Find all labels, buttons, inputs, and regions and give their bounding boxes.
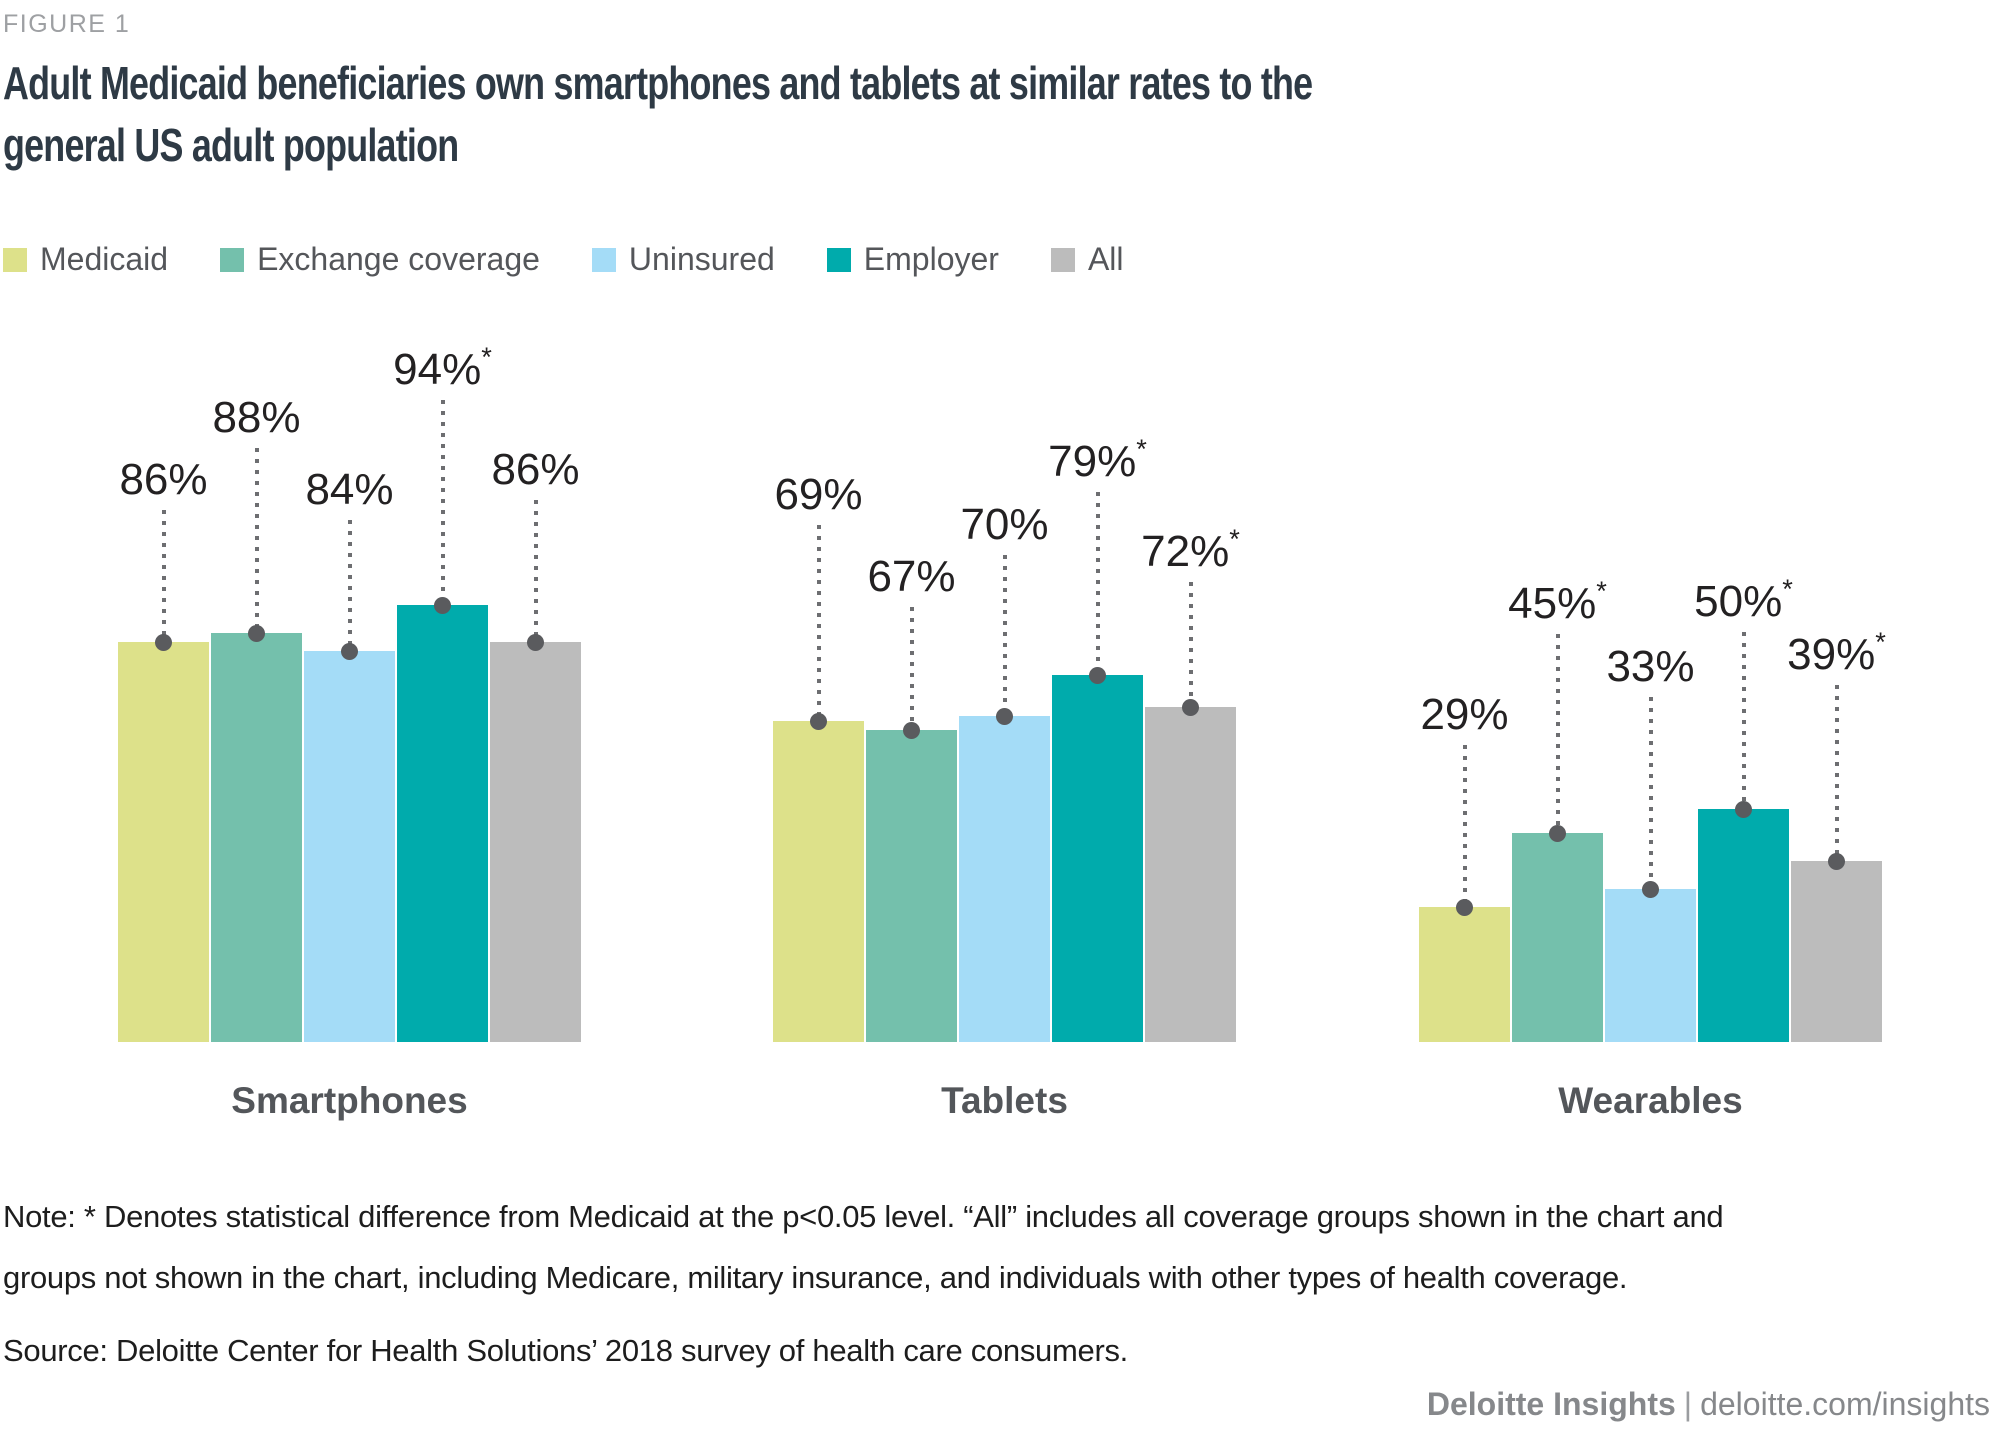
bar-top-dot bbox=[1828, 852, 1845, 870]
bar-wearables-all bbox=[1791, 861, 1882, 1042]
bar-value-label: 45%* bbox=[1508, 575, 1607, 628]
note-text: Note: * Denotes statistical difference f… bbox=[3, 1186, 1724, 1308]
footer-brand: Deloitte Insights bbox=[1426, 1386, 1676, 1422]
category-label-tablets: Tablets bbox=[941, 1080, 1068, 1121]
bar-smartphones-uninsured bbox=[304, 651, 395, 1042]
legend-label: Medicaid bbox=[40, 241, 169, 277]
bar-smartphones-medicaid bbox=[118, 642, 209, 1042]
bar-value-label: 39%* bbox=[1787, 626, 1886, 679]
legend-swatch-icon bbox=[591, 247, 616, 272]
significance-star: * bbox=[1136, 433, 1147, 465]
legend-swatch-icon bbox=[826, 247, 851, 272]
footer-separator: | bbox=[1683, 1386, 1693, 1422]
footer-link[interactable]: deloitte.com/insights bbox=[1700, 1386, 1990, 1422]
bar-value-label: 94%* bbox=[393, 341, 492, 394]
legend-label: Employer bbox=[863, 241, 999, 277]
leader-line bbox=[1648, 697, 1653, 883]
leader-line bbox=[1002, 555, 1007, 710]
bar-value-label: 29% bbox=[1420, 690, 1509, 739]
bar-wearables-uninsured bbox=[1605, 889, 1696, 1042]
bar-smartphones-employer bbox=[397, 605, 488, 1042]
legend-label: All bbox=[1087, 241, 1124, 277]
figure-label: FIGURE 1 bbox=[3, 10, 131, 38]
bar-tablets-uninsured bbox=[959, 716, 1050, 1042]
legend: Medicaid Exchange coverage Uninsured Employ… bbox=[3, 241, 1124, 278]
bar-value-label: 50%* bbox=[1694, 573, 1793, 626]
category-label-wearables: Wearables bbox=[1558, 1080, 1743, 1121]
bar-wearables-medicaid bbox=[1419, 907, 1510, 1042]
leader-line bbox=[440, 400, 445, 599]
bar-top-dot bbox=[155, 633, 172, 651]
note-line-2: groups not shown in the chart, including… bbox=[3, 1260, 1628, 1295]
legend-item-all: All bbox=[1050, 241, 1124, 278]
bar-tablets-all bbox=[1145, 707, 1236, 1042]
bar-top-dot bbox=[1182, 698, 1199, 716]
legend-swatch-icon bbox=[220, 247, 245, 272]
leader-line bbox=[1834, 685, 1839, 855]
bar-value-label: 79%* bbox=[1048, 433, 1147, 486]
bar-smartphones-all bbox=[490, 642, 581, 1042]
legend-swatch-icon bbox=[3, 247, 27, 272]
bar-value-label: 86% bbox=[119, 455, 208, 504]
bar-value-label: 88% bbox=[212, 393, 301, 442]
bar-top-dot bbox=[810, 712, 827, 730]
leader-line bbox=[909, 607, 914, 724]
bar-tablets-medicaid bbox=[773, 721, 864, 1042]
bar-top-dot bbox=[248, 624, 265, 642]
bar-top-dot bbox=[1456, 898, 1473, 916]
bar-wearables-employer bbox=[1698, 809, 1789, 1042]
leader-line bbox=[816, 525, 821, 715]
bar-top-dot bbox=[1089, 666, 1106, 684]
legend-item-uninsured: Uninsured bbox=[591, 241, 775, 278]
note-line-1: Note: * Denotes statistical difference f… bbox=[3, 1199, 1724, 1234]
leader-line bbox=[1095, 492, 1100, 669]
significance-star: * bbox=[1782, 573, 1793, 605]
bar-value-label: 70% bbox=[960, 500, 1049, 549]
bar-top-dot bbox=[1642, 880, 1659, 898]
bar-top-dot bbox=[996, 707, 1013, 725]
legend-item-employer: Employer bbox=[826, 241, 999, 278]
legend-item-medicaid: Medicaid bbox=[3, 241, 168, 278]
leader-line bbox=[161, 510, 166, 636]
footer: Deloitte Insights | deloitte.com/insights bbox=[1427, 1386, 1990, 1423]
category-label-smartphones: Smartphones bbox=[231, 1080, 468, 1121]
bar-top-dot bbox=[1549, 824, 1566, 842]
significance-star: * bbox=[481, 341, 492, 373]
leader-line bbox=[1741, 632, 1746, 803]
leader-line bbox=[347, 520, 352, 645]
legend-swatch-icon bbox=[1050, 247, 1075, 272]
chart-title: Adult Medicaid beneficiaries own smartph… bbox=[3, 52, 1313, 176]
bar-top-dot bbox=[527, 633, 544, 651]
bar-tablets-exchange-coverage bbox=[866, 730, 957, 1042]
bar-top-dot bbox=[341, 642, 358, 660]
chart-title-line-2: general US adult population bbox=[3, 119, 459, 171]
significance-star: * bbox=[1596, 575, 1607, 607]
legend-label: Uninsured bbox=[628, 241, 775, 277]
leader-line bbox=[1188, 582, 1193, 701]
bar-top-dot bbox=[434, 596, 451, 614]
leader-line bbox=[254, 448, 259, 627]
significance-star: * bbox=[1875, 626, 1886, 658]
bar-value-label: 72%* bbox=[1141, 523, 1240, 576]
legend-label: Exchange coverage bbox=[257, 241, 540, 277]
legend-item-exchange-coverage: Exchange coverage bbox=[220, 241, 540, 278]
source-text: Source: Deloitte Center for Health Solut… bbox=[3, 1333, 1128, 1368]
bar-top-dot bbox=[1735, 800, 1752, 818]
bar-tablets-employer bbox=[1052, 675, 1143, 1042]
significance-star: * bbox=[1229, 523, 1240, 555]
bar-smartphones-exchange-coverage bbox=[211, 633, 302, 1042]
bar-value-label: 86% bbox=[491, 445, 580, 494]
bar-value-label: 69% bbox=[774, 470, 863, 519]
bar-top-dot bbox=[903, 721, 920, 739]
bar-value-label: 67% bbox=[867, 552, 956, 601]
leader-line bbox=[1462, 745, 1467, 901]
bar-value-label: 84% bbox=[305, 465, 394, 514]
leader-line bbox=[1555, 634, 1560, 827]
bar-wearables-exchange-coverage bbox=[1512, 833, 1603, 1042]
chart-title-line-1: Adult Medicaid beneficiaries own smartph… bbox=[3, 57, 1313, 109]
leader-line bbox=[533, 500, 538, 636]
bar-value-label: 33% bbox=[1606, 642, 1695, 691]
